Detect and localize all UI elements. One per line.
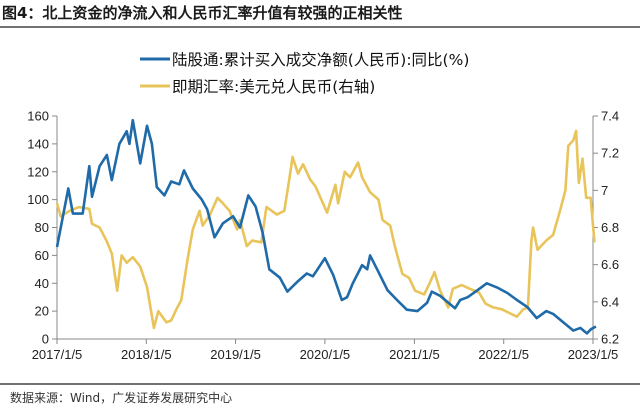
left-tick-label: 0	[42, 332, 49, 347]
x-tick-label: 2023/1/5	[568, 347, 619, 362]
left-tick-label: 80	[35, 220, 49, 235]
series-line-northbound-flow	[55, 118, 597, 335]
right-tick-label: 7.2	[601, 146, 619, 161]
left-tick-label: 60	[35, 248, 49, 263]
x-tick-label: 2022/1/5	[478, 347, 529, 362]
x-tick-label: 2019/1/5	[210, 347, 261, 362]
x-tick-label: 2021/1/5	[389, 347, 440, 362]
legend-label-blue: 陆股通:累计买入成交净额(人民币):同比(%)	[172, 51, 469, 69]
left-tick-label: 20	[35, 304, 49, 319]
right-tick-label: 7	[601, 183, 608, 198]
left-tick-label: 120	[27, 164, 49, 179]
right-tick-label: 7.4	[601, 109, 619, 124]
left-tick-label: 40	[35, 276, 49, 291]
source-note: 数据来源：Wind，广发证券发展研究中心	[10, 390, 232, 405]
x-tick-label: 2020/1/5	[300, 347, 351, 362]
left-tick-label: 100	[27, 192, 49, 207]
left-tick-label: 160	[27, 109, 49, 124]
chart-title: 图4：北上资金的净流入和人民币汇率升值有较强的正相关性	[2, 4, 402, 22]
x-tick-label: 2017/1/5	[32, 347, 83, 362]
right-tick-label: 6.6	[601, 257, 619, 272]
legend-label-yellow: 即期汇率:美元兑人民币(右轴)	[172, 78, 375, 96]
right-tick-label: 6.8	[601, 220, 619, 235]
left-tick-label: 140	[27, 136, 49, 151]
series-line-usdcny	[55, 129, 596, 330]
x-tick-label: 2018/1/5	[121, 347, 172, 362]
right-tick-label: 6.2	[601, 332, 619, 347]
right-tick-label: 6.4	[601, 294, 619, 309]
